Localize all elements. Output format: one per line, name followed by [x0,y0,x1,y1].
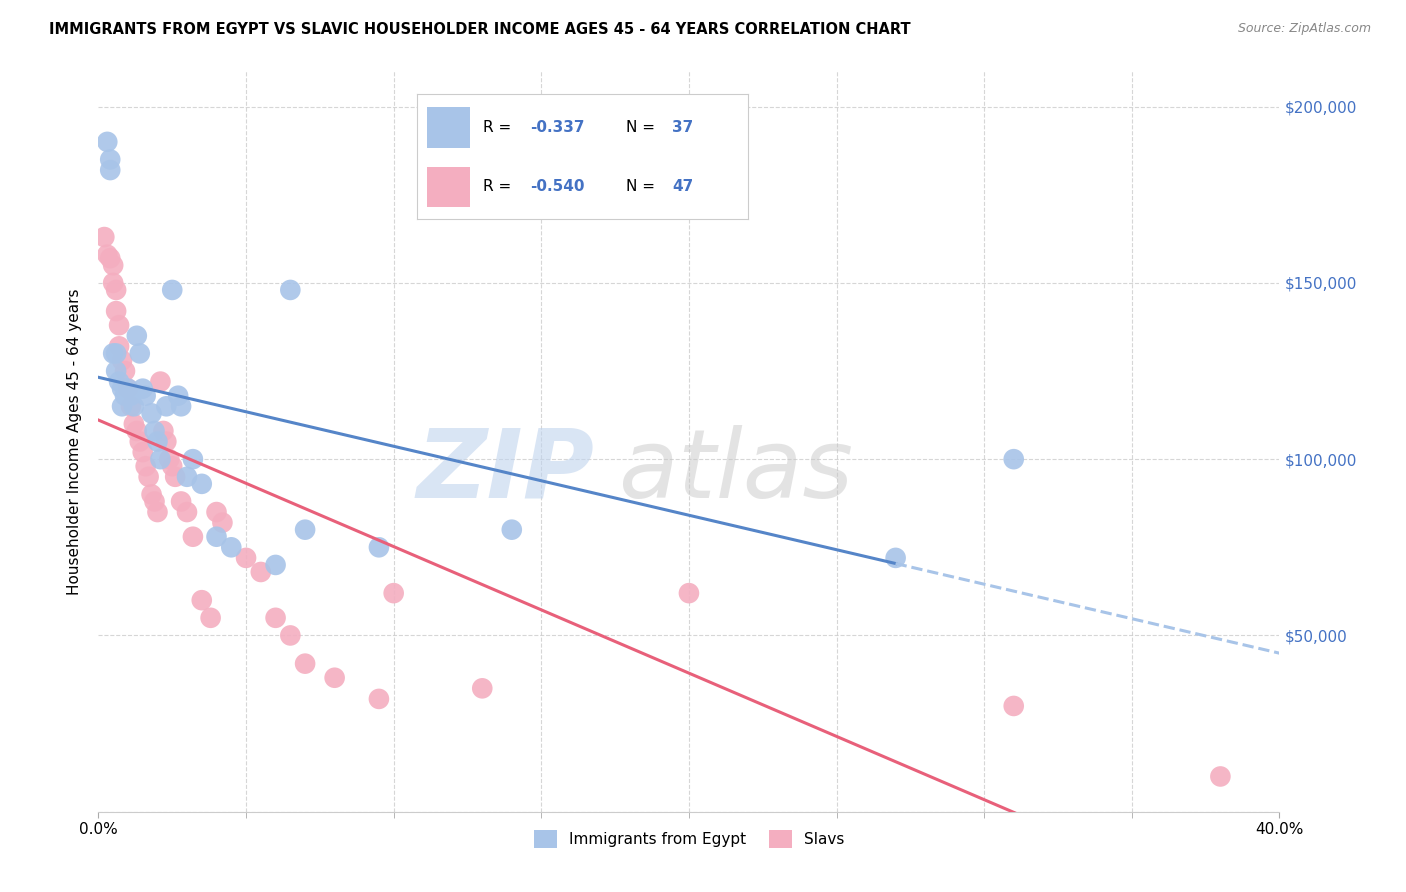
Point [132,382,155,396]
Point [98,163,121,178]
Point [280,628,302,642]
Point [105,283,128,297]
Point [294,657,316,671]
Point [128,434,150,449]
Point [221,541,243,555]
Point [501,523,523,537]
Point [200,611,222,625]
Point [141,406,163,420]
Point [143,424,166,438]
Point [135,389,157,403]
Y-axis label: Householder Income Ages 45 - 64 years: Householder Income Ages 45 - 64 years [67,288,83,595]
Point [211,516,233,530]
Point [884,550,907,565]
Point [1002,698,1025,713]
Text: atlas: atlas [619,425,853,517]
Point [162,283,183,297]
Point [138,470,160,484]
Point [250,565,273,579]
Point [235,550,257,565]
Point [96,248,118,262]
Point [152,424,174,438]
Point [165,470,187,484]
Point [132,445,155,459]
Point [114,389,136,403]
Point [125,424,148,438]
Text: ZIP: ZIP [416,425,595,517]
Point [1209,769,1232,783]
Point [146,434,169,449]
Point [114,364,136,378]
Point [678,586,700,600]
Point [181,452,204,467]
Point [122,417,145,431]
Text: IMMIGRANTS FROM EGYPT VS SLAVIC HOUSEHOLDER INCOME AGES 45 - 64 YEARS CORRELATIO: IMMIGRANTS FROM EGYPT VS SLAVIC HOUSEHOL… [49,22,911,37]
Point [108,339,131,353]
Point [170,399,193,413]
Text: Source: ZipAtlas.com: Source: ZipAtlas.com [1237,22,1371,36]
Point [120,389,142,403]
Point [181,530,204,544]
Point [128,346,150,360]
Point [264,611,287,625]
Point [105,364,128,378]
Point [471,681,494,696]
Point [135,459,157,474]
Point [167,389,190,403]
Point [155,434,177,449]
Point [382,586,405,600]
Point [205,505,228,519]
Point [170,494,193,508]
Point [141,487,163,501]
Point [280,283,302,297]
Point [264,558,287,572]
Point [103,258,125,272]
Point [205,530,228,544]
Point [111,382,134,396]
Point [146,505,169,519]
Point [294,523,316,537]
Point [125,328,148,343]
Point [117,382,139,396]
Point [368,541,391,555]
Point [111,353,134,368]
Point [117,382,139,396]
Point [105,346,128,360]
Point [108,318,131,333]
Point [122,399,145,413]
Point [108,375,131,389]
Point [155,399,177,413]
Point [143,494,166,508]
Point [98,153,121,167]
Point [149,375,172,389]
Point [103,346,125,360]
Point [162,459,183,474]
Point [191,593,214,607]
Point [96,135,118,149]
Point [149,452,172,467]
Point [1002,452,1025,467]
Point [111,399,134,413]
Point [103,276,125,290]
Point [105,304,128,318]
Point [176,470,198,484]
Point [368,692,391,706]
Point [98,251,121,265]
Point [191,476,214,491]
Point [323,671,346,685]
Point [157,452,180,467]
Point [120,399,142,413]
Point [93,230,115,244]
Legend: Immigrants from Egypt, Slavs: Immigrants from Egypt, Slavs [526,822,852,856]
Point [176,505,198,519]
